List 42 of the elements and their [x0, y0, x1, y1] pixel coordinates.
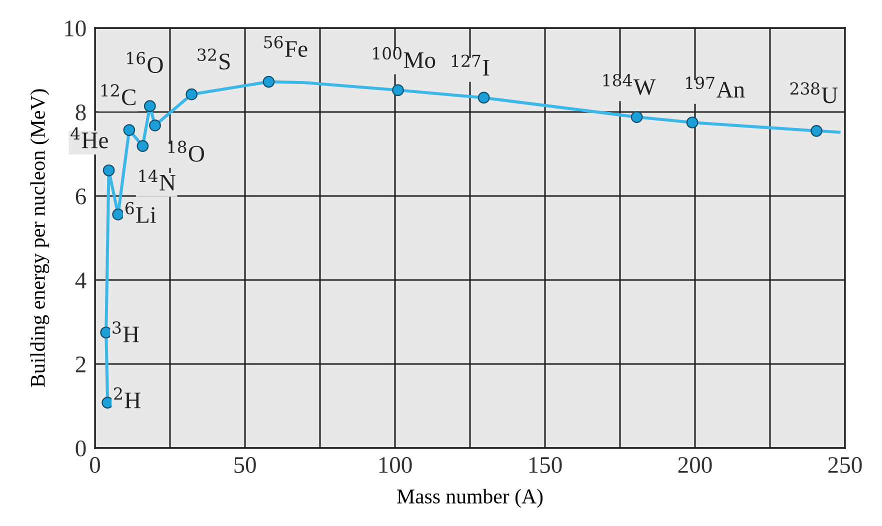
- point: [112, 208, 124, 220]
- point: [149, 120, 161, 132]
- point: [686, 116, 698, 128]
- point: [810, 124, 822, 137]
- x-tick-label: 50: [234, 457, 256, 473]
- point: [123, 124, 136, 136]
- annotation: $^{2}$H: [114, 387, 140, 408]
- x-axis-title: Mass number (A): [397, 488, 543, 508]
- y-tick-label: 0: [76, 440, 86, 456]
- y-tick-label: 6: [76, 188, 86, 204]
- annotation: $^{3}$H: [112, 321, 139, 342]
- point: [392, 84, 404, 96]
- x-tick-label: 200: [678, 457, 712, 473]
- x-tick-label: 0: [90, 457, 100, 473]
- point: [186, 88, 198, 100]
- annotation: $^{197}$An: [686, 76, 745, 98]
- annotation: $^{6}$Li: [125, 202, 156, 223]
- y-tick-label: 10: [65, 20, 86, 36]
- x-tick-label: 250: [828, 457, 862, 473]
- y-tick-label: 4: [75, 272, 86, 288]
- point: [478, 92, 490, 104]
- annotation: $^{14}$N: [139, 170, 176, 190]
- y-axis-title: Building energy per nucleon (MeV): [30, 89, 50, 388]
- annotation: $^{238}$U: [790, 82, 838, 104]
- y-tick-label: 8: [76, 104, 86, 120]
- x-tick-label: 150: [529, 457, 562, 473]
- annotation: $^{18}$O: [168, 140, 204, 162]
- point: [102, 164, 115, 176]
- point: [136, 140, 149, 152]
- annotation: $^{16}$O: [127, 52, 163, 73]
- annotation: $^{127}$I: [452, 54, 490, 76]
- annotation: $^{4}$He: [70, 127, 108, 148]
- annotation: $^{32}$S: [198, 48, 230, 70]
- annotation: $^{12}$C: [101, 84, 136, 106]
- point: [262, 76, 275, 88]
- annotation: $^{100}$Mo: [373, 47, 436, 68]
- y-tick-label: 2: [76, 356, 86, 372]
- x-tick-label: 100: [379, 457, 412, 473]
- annotation: $^{56}$Fe: [264, 36, 308, 57]
- annotation: $^{184}$W: [603, 74, 656, 96]
- point: [144, 100, 156, 112]
- point: [630, 111, 643, 123]
